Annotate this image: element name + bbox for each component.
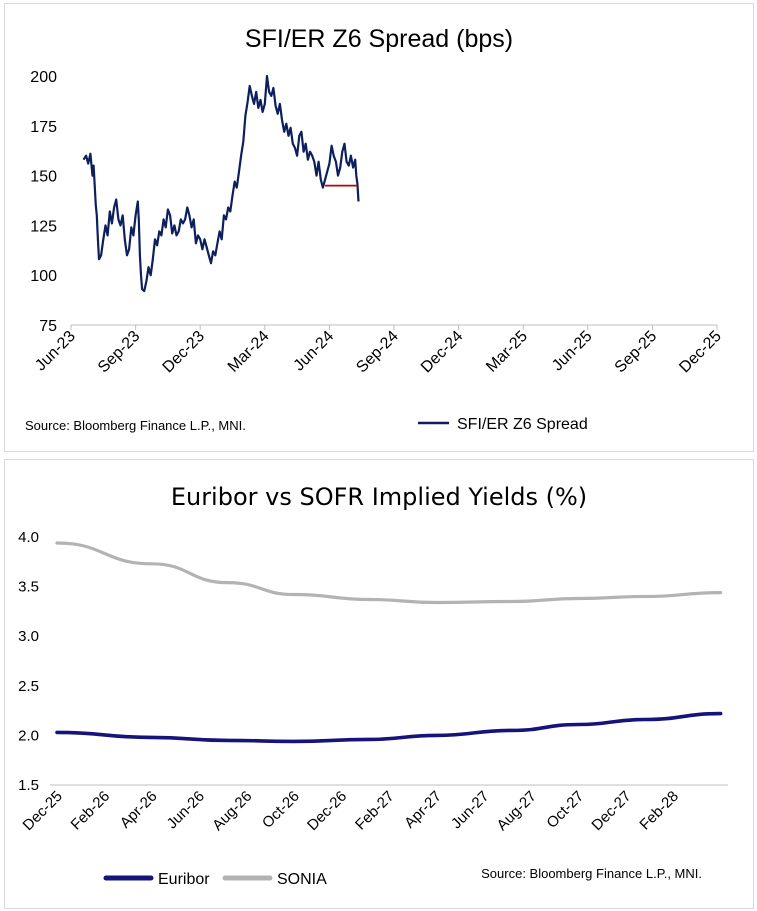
- yields-x-axis: Dec-25 Feb-26 Apr-26 Jun-26 Aug-26 Oct-26 Dec-…: [20, 788, 682, 834]
- spread-plot-area: [82, 74, 360, 293]
- yields-x-tick-label: Aug-27: [494, 788, 540, 834]
- yields-y-axis: 4.0 3.5 3.0 2.5 2.0 1.5: [18, 529, 39, 794]
- spread-chart-title: SFI/ER Z6 Spread (bps): [245, 25, 513, 53]
- spread-y-tick-label: 125: [30, 218, 57, 235]
- yields-x-tick-label: Feb-28: [636, 788, 682, 834]
- spread-chart: SFI/ER Z6 Spread (bps) 200 175 150 125 100 75…: [25, 25, 725, 433]
- spread-x-tick-label: Mar-25: [483, 328, 531, 376]
- yields-x-tick-label: Dec-27: [588, 788, 634, 834]
- spread-y-axis: 200 175 150 125 100 75: [30, 69, 57, 335]
- yields-y-tick-label: 3.0: [18, 628, 39, 645]
- yields-y-tick-label: 2.5: [18, 678, 39, 695]
- spread-x-tick-label: Dec-25: [676, 328, 725, 377]
- spread-x-tick-label: Sep-23: [95, 328, 144, 377]
- spread-y-tick-label: 150: [30, 169, 57, 186]
- spread-y-tick-label: 175: [30, 119, 57, 136]
- yields-x-tick-label: Oct-26: [259, 788, 303, 832]
- spread-x-tick-label: Mar-24: [225, 328, 273, 376]
- spread-x-tick-label: Dec-24: [418, 328, 467, 377]
- yields-y-tick-label: 4.0: [18, 529, 39, 546]
- euribor-series-line: [55, 711, 723, 744]
- yields-chart-title: Euribor vs SOFR Implied Yields (%): [171, 483, 587, 511]
- yields-x-tick-label: Apr-26: [117, 788, 161, 832]
- spread-x-tick-label: Sep-24: [353, 328, 402, 377]
- yields-x-tick-label: Feb-26: [68, 788, 114, 834]
- yields-chart-panel: Euribor vs SOFR Implied Yields (%) 4.0 3.…: [4, 459, 754, 909]
- yields-x-tick-label: Jun-26: [164, 788, 208, 832]
- spread-x-tick-label: Jun-25: [549, 328, 596, 375]
- yields-y-tick-label: 2.0: [18, 727, 39, 744]
- yields-x-tick-label: Aug-26: [209, 788, 255, 834]
- spread-chart-panel: SFI/ER Z6 Spread (bps) 200 175 150 125 100 75…: [4, 3, 754, 452]
- yields-x-tick-label: Jun-27: [448, 788, 492, 832]
- spread-y-tick-label: 75: [39, 318, 57, 335]
- yields-y-tick-label: 3.5: [18, 579, 39, 596]
- spread-x-tick-label: Sep-25: [612, 328, 661, 377]
- yields-x-tick-label: Dec-25: [20, 788, 66, 834]
- spread-source-note: Source: Bloomberg Finance L.P., MNI.: [25, 418, 246, 433]
- yields-plot-area: [55, 541, 723, 744]
- sonia-series-line: [55, 541, 723, 605]
- yields-x-tick-label: Oct-27: [543, 788, 587, 832]
- spread-y-tick-label: 100: [30, 268, 57, 285]
- yields-x-tick-label: Apr-27: [401, 788, 445, 832]
- yields-chart: Euribor vs SOFR Implied Yields (%) 4.0 3.…: [18, 483, 728, 888]
- yields-x-tick-label: Feb-27: [352, 788, 398, 834]
- yields-source-note: Source: Bloomberg Finance L.P., MNI.: [481, 866, 702, 881]
- yields-y-tick-label: 1.5: [18, 777, 39, 794]
- spread-x-tick-label: Jun-24: [291, 328, 338, 375]
- spread-x-axis: Jun-23 Sep-23 Dec-23 Mar-24 Jun-24 Sep-24 Dec-…: [32, 325, 725, 376]
- spread-x-tick-label: Dec-23: [160, 328, 209, 377]
- sonia-legend-label: SONIA: [277, 871, 327, 888]
- yields-x-tick-label: Dec-26: [304, 788, 350, 834]
- spread-series-line: [82, 74, 360, 293]
- spread-legend-label: SFI/ER Z6 Spread: [457, 416, 588, 433]
- euribor-legend-label: Euribor: [158, 871, 210, 888]
- spread-y-tick-label: 200: [30, 69, 57, 86]
